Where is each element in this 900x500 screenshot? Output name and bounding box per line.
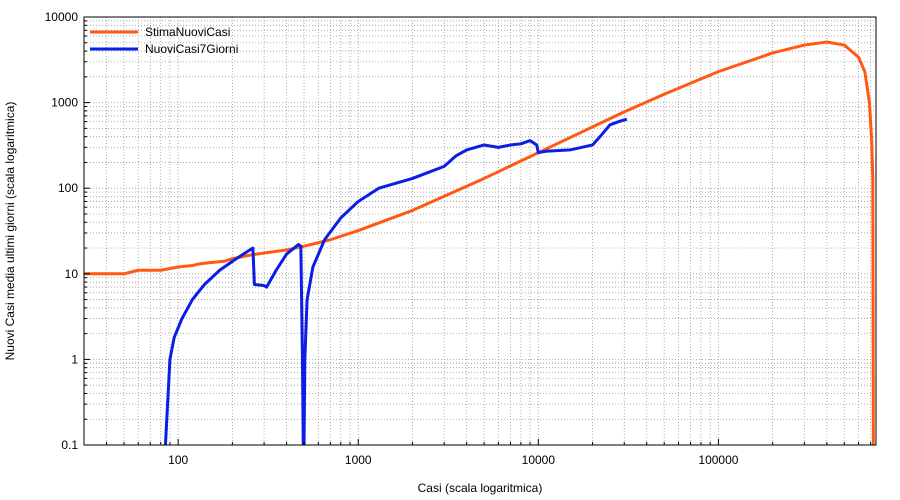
- y-tick-label: 100: [58, 181, 78, 195]
- y-tick-label: 1000: [51, 96, 78, 110]
- series-line-nuovicasi7: [163, 117, 628, 445]
- y-tick-label: 10: [65, 267, 79, 281]
- legend: StimaNuoviCasi NuoviCasi7Giorni: [90, 25, 238, 56]
- x-tick-label: 100: [168, 453, 188, 467]
- x-tick-label: 10000: [522, 453, 556, 467]
- y-tick-label: 10000: [45, 10, 79, 24]
- legend-label-nuovicasi7: NuoviCasi7Giorni: [145, 42, 238, 56]
- y-tick-label: 0.1: [61, 438, 78, 452]
- y-axis-title: Nuovi Casi media ultimi giorni (scala lo…: [3, 102, 17, 361]
- series-layer: [84, 40, 875, 445]
- x-axis-title: Casi (scala logaritmica): [418, 481, 543, 495]
- x-tick-label: 100000: [698, 453, 738, 467]
- ticks: [83, 16, 872, 446]
- y-tick-label: 1: [71, 352, 78, 366]
- tick-labels: 100 1000 10000 100000 0.1 1 10 100 1000 10000: [45, 10, 739, 467]
- plot-frame: [83, 16, 877, 446]
- series-line-stima: [84, 40, 875, 445]
- legend-label-stima: StimaNuoviCasi: [145, 25, 230, 39]
- x-tick-label: 1000: [345, 453, 372, 467]
